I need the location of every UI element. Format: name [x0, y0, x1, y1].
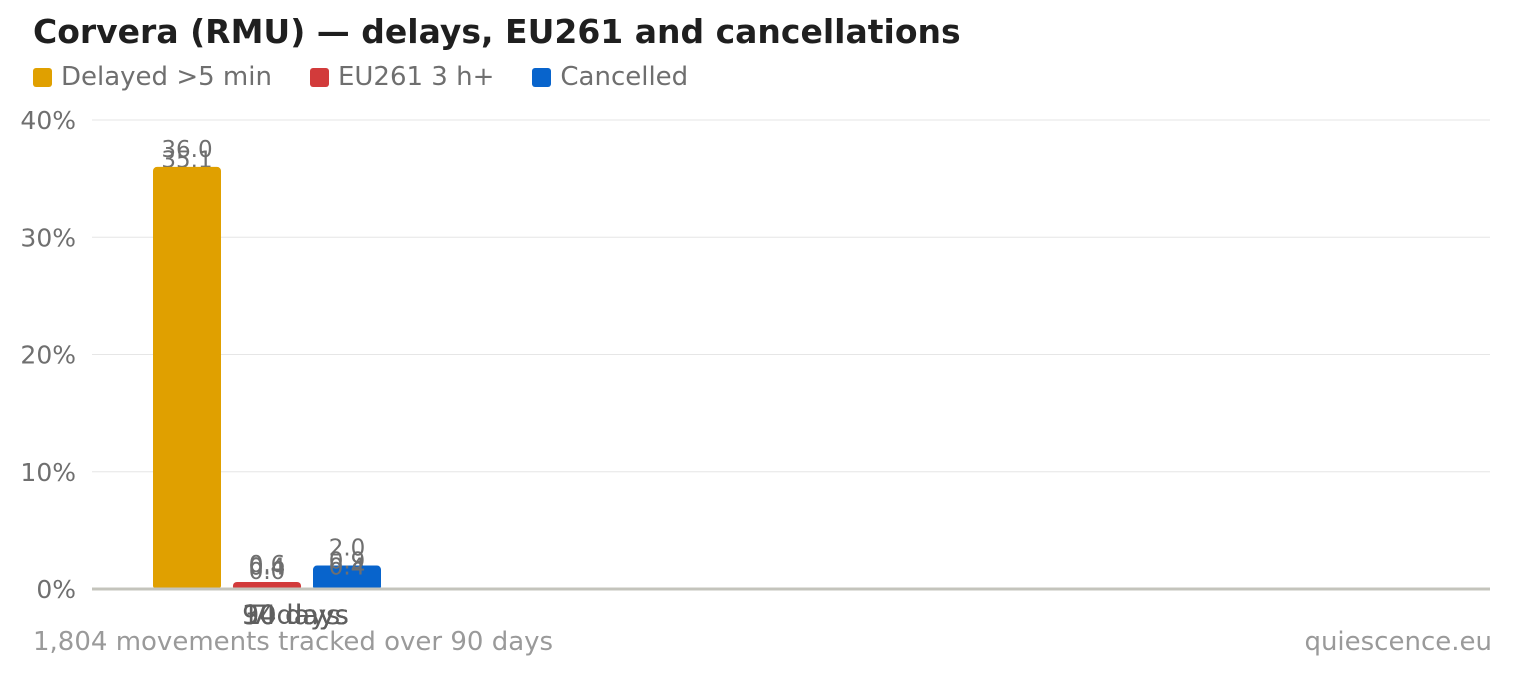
- data-label: 0.9: [329, 548, 366, 574]
- data-label: 0.6: [249, 552, 286, 578]
- legend-swatch-delayed: [33, 67, 52, 87]
- y-tick-label: 10%: [20, 458, 76, 487]
- footer-note: 1,804 movements tracked over 90 days: [33, 627, 554, 657]
- legend-swatch-eu261: [309, 67, 329, 87]
- legend-item-eu261: EU261 3 h+: [309, 62, 495, 92]
- data-label: 36.0: [161, 137, 212, 163]
- x-tick-label: 90 days: [242, 600, 349, 631]
- data-label: 0.4: [249, 554, 286, 580]
- source-label: quiescence.eu: [1304, 627, 1492, 657]
- y-tick-label: 40%: [20, 106, 76, 135]
- data-label: 0.4: [249, 554, 286, 580]
- x-tick-label: 14 days: [242, 600, 349, 631]
- legend-label-cancelled: Cancelled: [560, 62, 689, 92]
- x-tick-label: 7 days: [251, 600, 341, 631]
- legend-label-eu261: EU261 3 h+: [337, 62, 495, 92]
- data-label: 2.0: [329, 536, 366, 562]
- legend-item-cancelled: Cancelled: [532, 62, 688, 92]
- y-tick-label: 20%: [20, 341, 76, 370]
- chart-legend: Delayed >5 min EU261 3 h+ Cancelled: [33, 60, 688, 94]
- legend-swatch-cancelled: [532, 67, 552, 87]
- chart-title: Corvera (RMU) — delays, EU261 and cancel…: [33, 12, 961, 51]
- data-label: 0.4: [329, 554, 366, 580]
- legend-label-delayed: Delayed >5 min: [61, 62, 272, 92]
- y-tick-label: 0%: [36, 575, 76, 604]
- bar: [153, 166, 221, 589]
- legend-item-delayed: Delayed >5 min: [33, 62, 272, 92]
- x-tick-label: 30 days: [242, 600, 349, 631]
- y-tick-label: 30%: [20, 223, 76, 252]
- data-label: 0.0: [249, 559, 286, 585]
